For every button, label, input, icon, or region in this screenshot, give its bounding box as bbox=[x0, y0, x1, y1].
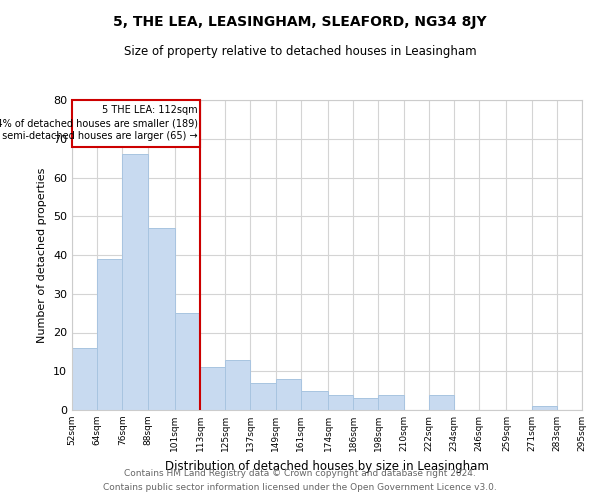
Text: Contains public sector information licensed under the Open Government Licence v3: Contains public sector information licen… bbox=[103, 484, 497, 492]
Bar bbox=[225, 360, 250, 410]
Bar bbox=[301, 390, 328, 410]
Bar bbox=[275, 379, 301, 410]
Bar bbox=[532, 406, 557, 410]
FancyBboxPatch shape bbox=[72, 100, 200, 146]
Bar bbox=[328, 394, 353, 410]
Bar bbox=[200, 368, 225, 410]
Text: 5, THE LEA, LEASINGHAM, SLEAFORD, NG34 8JY: 5, THE LEA, LEASINGHAM, SLEAFORD, NG34 8… bbox=[113, 15, 487, 29]
Bar bbox=[97, 259, 122, 410]
Bar bbox=[175, 313, 200, 410]
Text: 5 THE LEA: 112sqm
← 74% of detached houses are smaller (189)
25% of semi-detache: 5 THE LEA: 112sqm ← 74% of detached hous… bbox=[0, 105, 198, 142]
Bar bbox=[353, 398, 379, 410]
Text: Size of property relative to detached houses in Leasingham: Size of property relative to detached ho… bbox=[124, 45, 476, 58]
X-axis label: Distribution of detached houses by size in Leasingham: Distribution of detached houses by size … bbox=[165, 460, 489, 472]
Text: Contains HM Land Registry data © Crown copyright and database right 2024.: Contains HM Land Registry data © Crown c… bbox=[124, 468, 476, 477]
Y-axis label: Number of detached properties: Number of detached properties bbox=[37, 168, 47, 342]
Bar bbox=[122, 154, 148, 410]
Bar bbox=[379, 394, 404, 410]
Bar bbox=[429, 394, 454, 410]
Bar bbox=[250, 383, 275, 410]
Bar bbox=[148, 228, 175, 410]
Bar bbox=[72, 348, 97, 410]
